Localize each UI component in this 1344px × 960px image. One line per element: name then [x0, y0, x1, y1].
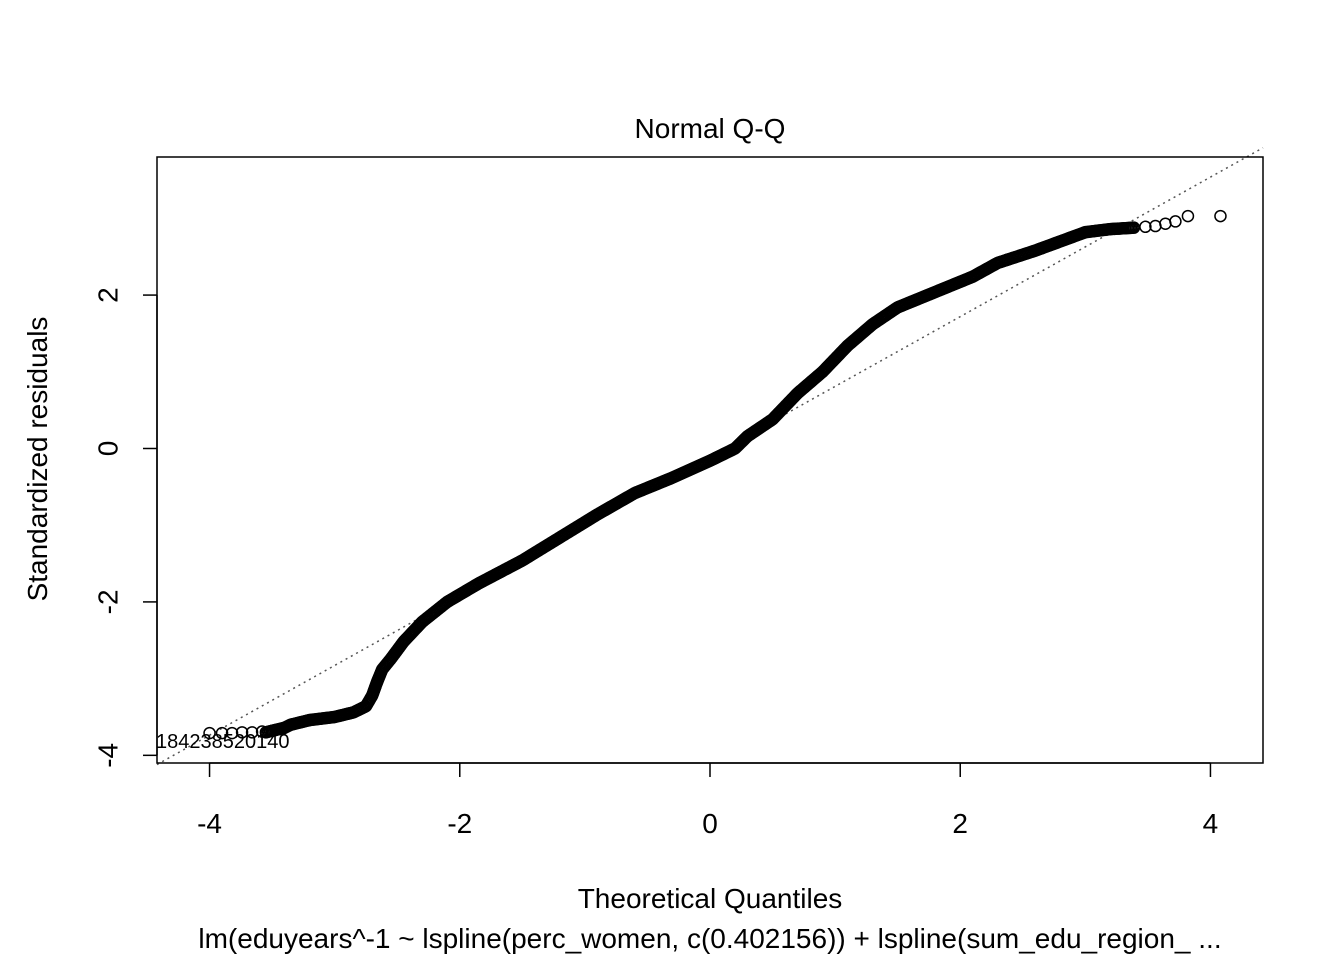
- y-tick-label: 2: [92, 287, 123, 303]
- qq-point: [1214, 209, 1227, 223]
- outlier-labels: 184238520140: [156, 731, 289, 753]
- y-axis-label: Standardized residuals: [22, 316, 53, 602]
- qq-point: [255, 725, 269, 738]
- reference-line: [156, 147, 1264, 766]
- qq-point: [265, 724, 279, 738]
- x-tick-label: 4: [1203, 808, 1219, 839]
- qq-point: [1139, 220, 1152, 234]
- qq-point: [203, 726, 216, 740]
- qq-point: [245, 726, 259, 739]
- x-tick-label: 2: [952, 808, 968, 839]
- y-tick-label: -2: [92, 589, 123, 614]
- y-tick-label: 0: [92, 441, 123, 457]
- x-axis-label: Theoretical Quantiles: [577, 883, 843, 914]
- chart-title: Normal Q-Q: [634, 113, 786, 144]
- qq-point: [225, 726, 239, 740]
- qq-point: [1181, 209, 1195, 223]
- qq-point: [1159, 217, 1172, 230]
- x-tick-label: -2: [447, 808, 472, 839]
- x-tick-label: -4: [197, 808, 222, 839]
- x-tick-label: 0: [702, 808, 718, 839]
- y-tick-label: -4: [92, 743, 123, 768]
- qq-point: [235, 726, 249, 739]
- model-formula-caption: lm(eduyears^-1 ~ lspline(perc_women, c(0…: [198, 923, 1222, 954]
- qq-point: [215, 726, 229, 740]
- qq-point: [275, 722, 289, 736]
- qq-point: [1169, 215, 1182, 228]
